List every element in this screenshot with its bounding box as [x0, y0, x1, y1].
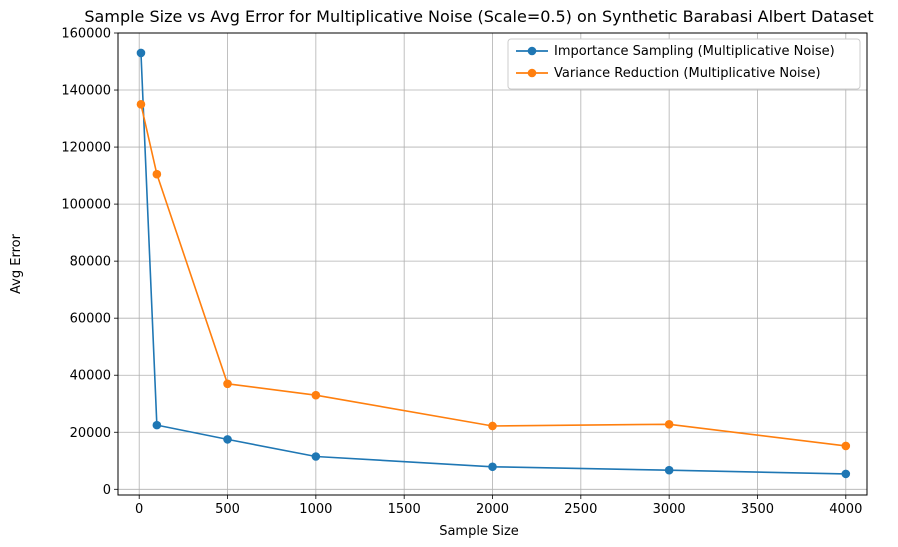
y-tick-label: 40000	[70, 369, 111, 384]
chart-title: Sample Size vs Avg Error for Multiplicat…	[84, 7, 873, 26]
data-point-importance-sampling	[136, 48, 146, 58]
data-point-variance-reduction	[841, 441, 851, 451]
data-point-variance-reduction	[488, 421, 497, 431]
data-point-variance-reduction	[136, 99, 146, 109]
legend-label-variance-reduction: Variance Reduction (Multiplicative Noise…	[554, 66, 821, 81]
x-axis-label: Sample Size	[439, 524, 519, 539]
y-tick-label: 80000	[70, 255, 111, 270]
y-axis-label: Avg Error	[9, 233, 24, 294]
y-tick-label: 160000	[61, 27, 111, 42]
grid-lines	[118, 32, 867, 495]
x-tick-label: 3000	[653, 502, 686, 517]
data-point-variance-reduction	[152, 169, 162, 179]
legend-marker-variance-reduction	[527, 68, 537, 78]
legend: Importance Sampling (Multiplicative Nois…	[507, 38, 861, 90]
y-tick-label: 120000	[61, 141, 111, 156]
series-markers	[136, 48, 851, 479]
data-point-importance-sampling	[841, 469, 851, 479]
data-point-importance-sampling	[488, 462, 497, 472]
x-tick-label: 0	[135, 502, 143, 517]
legend-marker-importance-sampling	[527, 46, 537, 56]
y-tick-label: 100000	[61, 198, 111, 213]
x-tick-label: 1500	[388, 502, 421, 517]
x-axis-ticks: 0 500 1000 1500 2000 2500 3000 3500 4000	[135, 495, 862, 517]
legend-box	[507, 38, 861, 90]
y-tick-label: 20000	[70, 426, 111, 441]
x-tick-label: 500	[215, 502, 240, 517]
data-point-variance-reduction	[311, 390, 321, 400]
data-point-importance-sampling	[311, 452, 321, 461]
x-tick-label: 3500	[741, 502, 774, 517]
x-tick-label: 2000	[476, 502, 509, 517]
y-axis-ticks: 0 20000 40000 60000 80000 100000 120000 140000 1…	[61, 27, 118, 498]
data-point-variance-reduction	[664, 419, 674, 429]
x-tick-label: 1000	[299, 502, 332, 517]
data-point-variance-reduction	[223, 379, 232, 389]
y-tick-label: 140000	[61, 84, 111, 99]
x-tick-label: 2500	[564, 502, 597, 517]
data-point-importance-sampling	[664, 465, 674, 475]
y-tick-label: 0	[103, 483, 111, 498]
data-point-importance-sampling	[152, 420, 162, 430]
y-tick-label: 60000	[70, 312, 111, 327]
data-point-importance-sampling	[223, 435, 232, 444]
legend-label-importance-sampling: Importance Sampling (Multiplicative Nois…	[554, 44, 835, 59]
x-tick-label: 4000	[829, 502, 862, 517]
